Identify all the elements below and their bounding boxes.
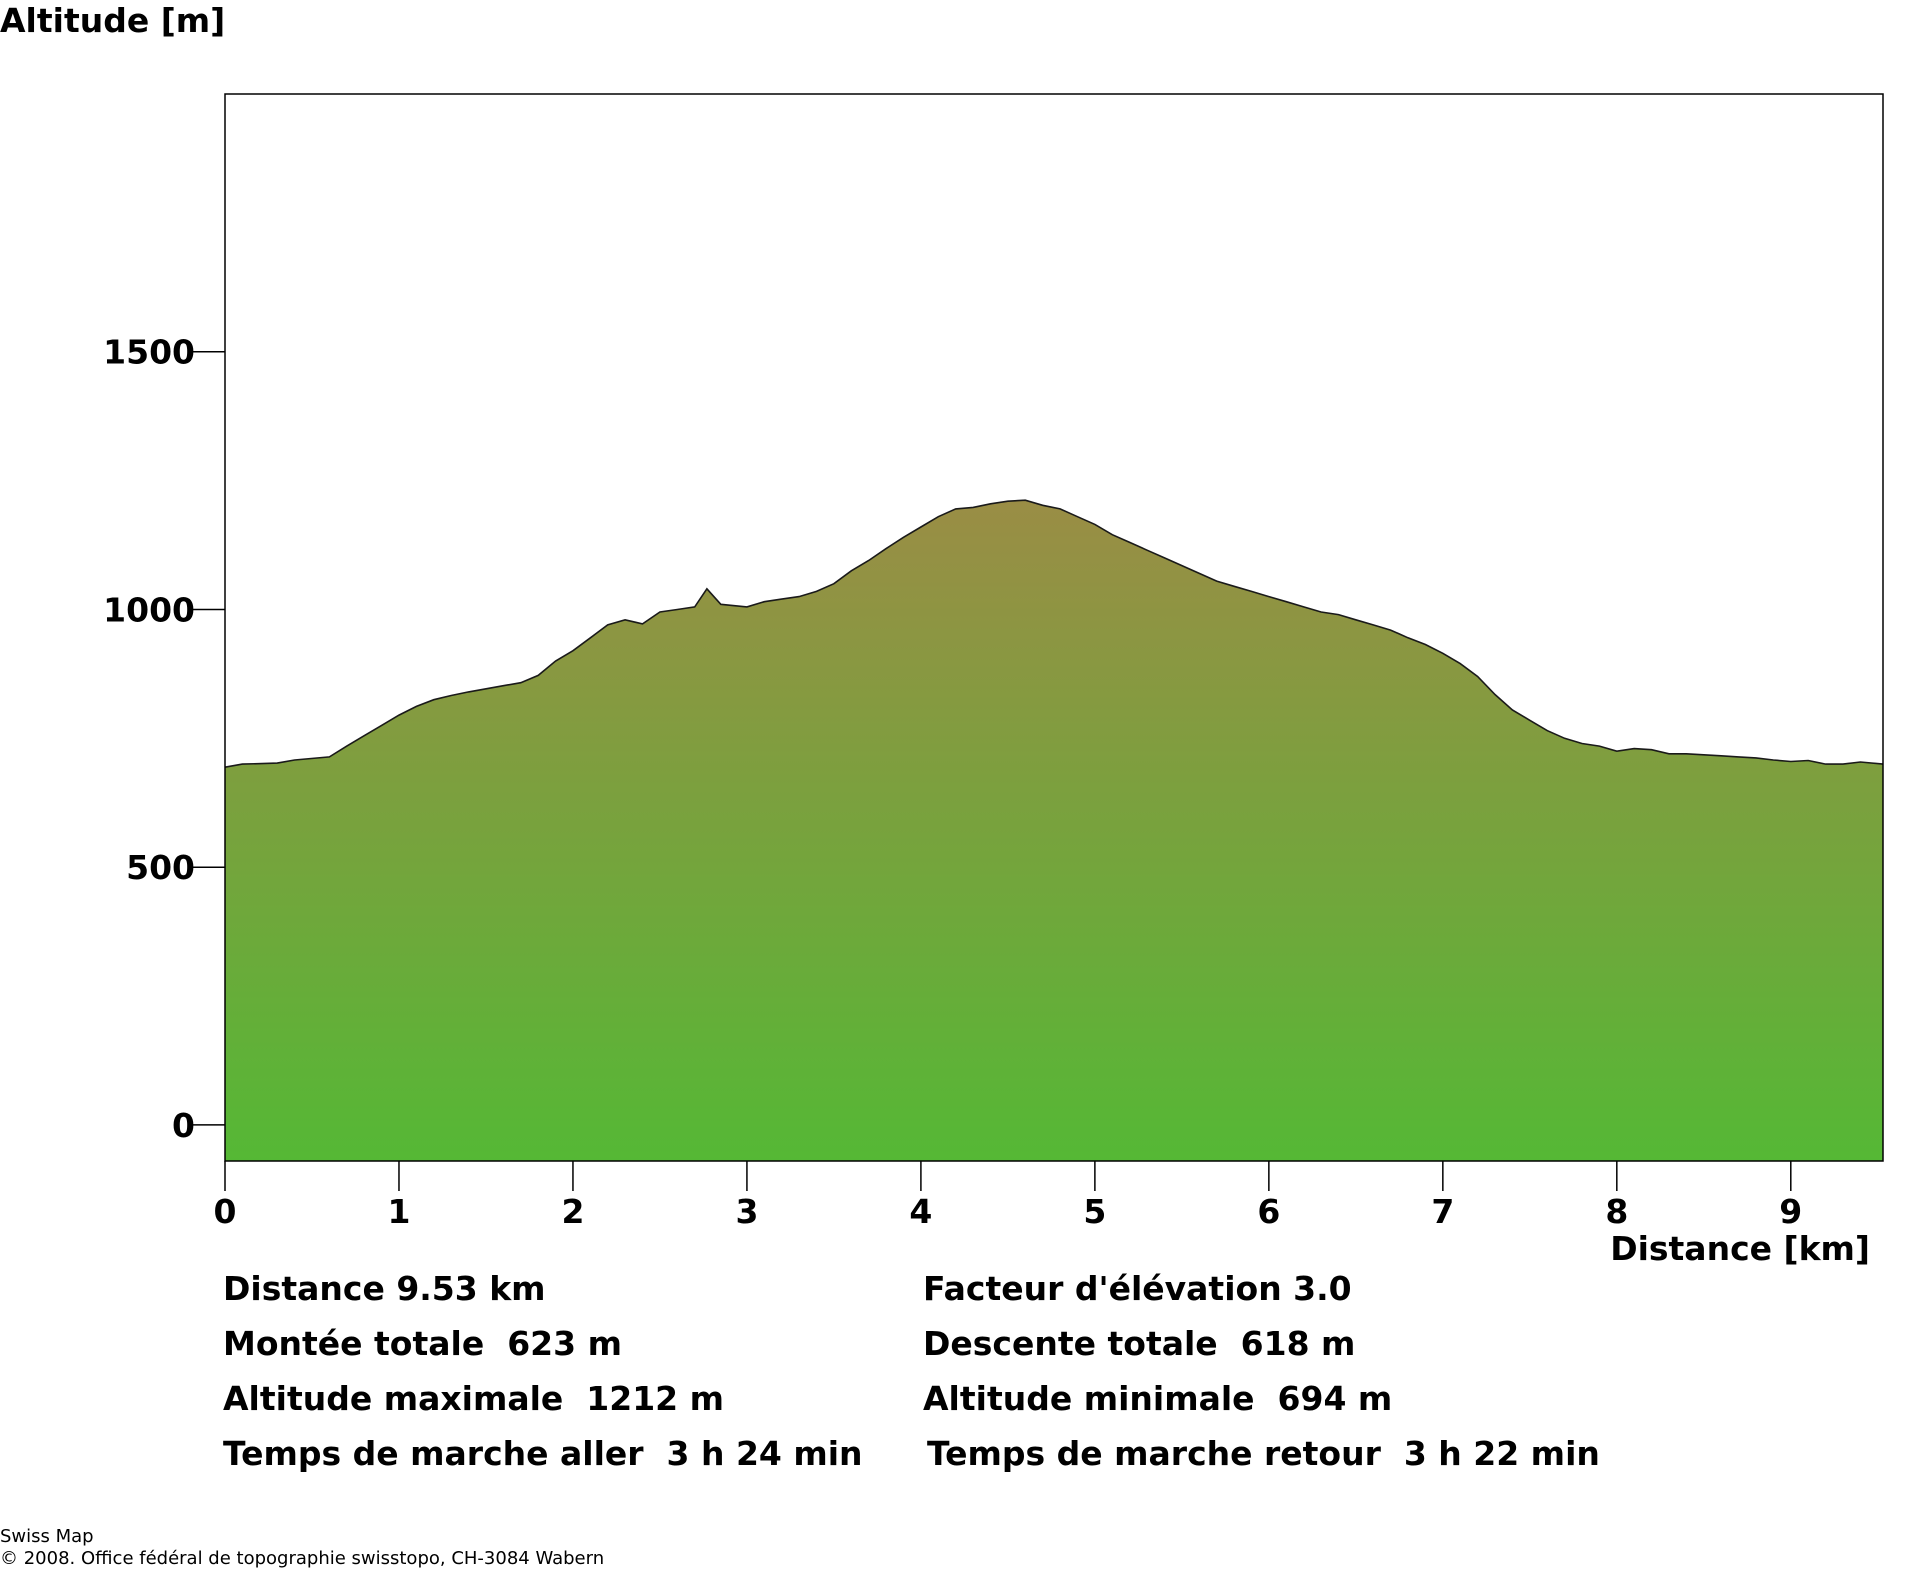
- stat-min-altitude: Altitude minimale 694 m: [923, 1379, 1393, 1418]
- plot-frame: [224, 93, 1884, 1162]
- x-tick-label: 4: [909, 1192, 932, 1231]
- stat-total-descent: Descente totale 618 m: [923, 1324, 1356, 1363]
- x-tick-label: 3: [735, 1192, 758, 1231]
- stat-distance: Distance 9.53 km: [223, 1269, 546, 1308]
- y-tick-label: 0: [172, 1106, 195, 1145]
- y-tick-label: 1500: [103, 333, 195, 372]
- x-tick-label: 5: [1083, 1192, 1106, 1231]
- x-tick-label: 1: [387, 1192, 410, 1231]
- x-tick-label: 7: [1431, 1192, 1454, 1231]
- credit-swiss-map: Swiss Map: [0, 1526, 94, 1547]
- elevation-area: [225, 500, 1883, 1161]
- credit-copyright: © 2008. Office fédéral de topographie sw…: [0, 1548, 605, 1569]
- stat-walk-time-outbound: Temps de marche aller 3 h 24 min: [223, 1434, 863, 1473]
- x-tick-label: 6: [1257, 1192, 1280, 1231]
- y-tick-label: 500: [126, 848, 195, 887]
- elevation-outline: [224, 499, 1884, 768]
- x-axis-title: Distance [km]: [1610, 1229, 1870, 1268]
- x-tick-label: 0: [214, 1192, 237, 1231]
- y-axis-title: Altitude [m]: [0, 1, 225, 40]
- y-tick-label: 1000: [103, 590, 195, 629]
- stat-max-altitude: Altitude maximale 1212 m: [223, 1379, 724, 1418]
- x-tick-label: 8: [1605, 1192, 1628, 1231]
- stat-total-ascent: Montée totale 623 m: [223, 1324, 622, 1363]
- x-tick-label: 9: [1779, 1192, 1802, 1231]
- x-tick-label: 2: [561, 1192, 584, 1231]
- stat-elevation-factor: Facteur d'élévation 3.0: [923, 1269, 1352, 1308]
- stat-walk-time-return: Temps de marche retour 3 h 22 min: [927, 1434, 1600, 1473]
